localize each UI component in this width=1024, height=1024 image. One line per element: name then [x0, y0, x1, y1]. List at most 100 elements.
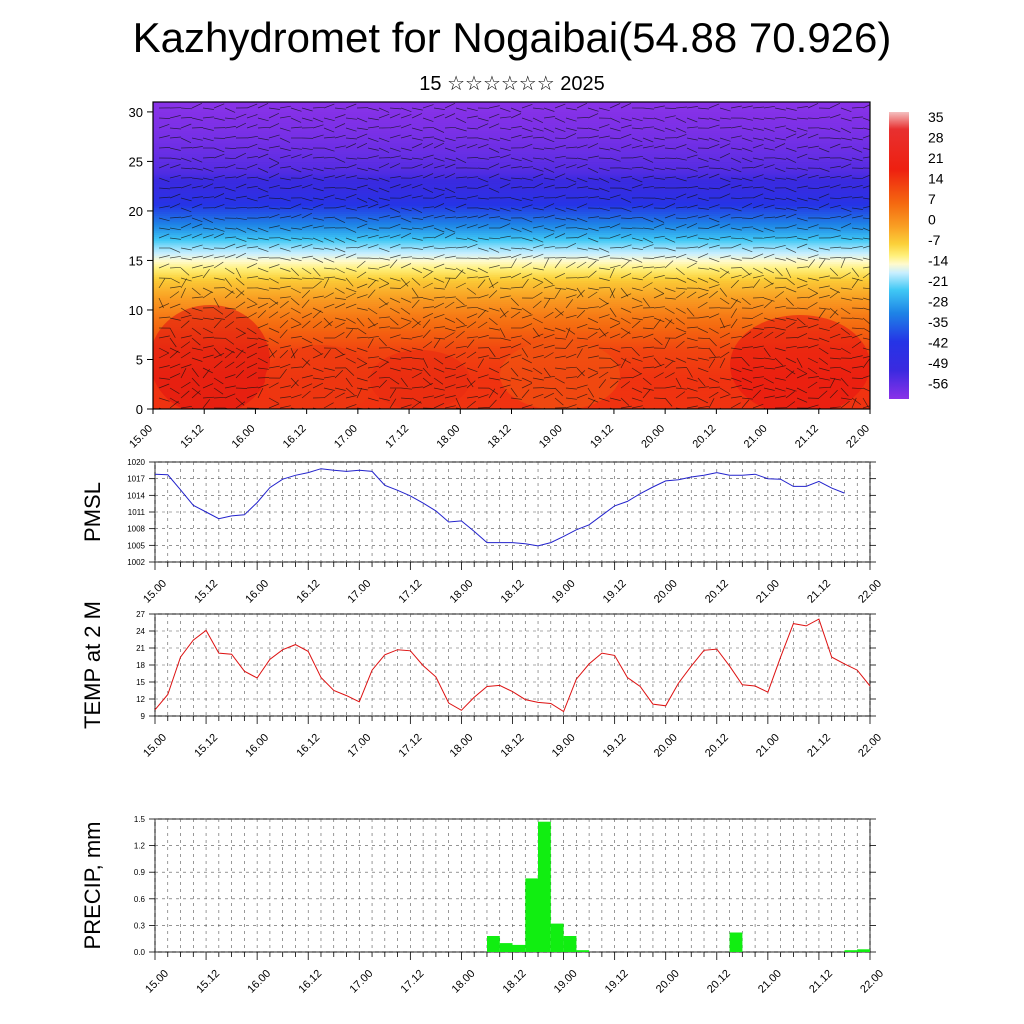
- wind-barb: [719, 143, 731, 149]
- wind-barb: [477, 355, 489, 359]
- y-tick-label: 1.5: [134, 815, 146, 824]
- wind-barb: [851, 341, 862, 349]
- wind-barb: [268, 337, 279, 344]
- wind-barb: [389, 134, 401, 139]
- wind-barb: [587, 196, 599, 199]
- wind-barb: [290, 407, 298, 409]
- wind-barb: [510, 297, 519, 307]
- wind-barb: [752, 279, 761, 289]
- wind-barb: [664, 372, 675, 379]
- wind-barb: [785, 236, 797, 239]
- wind-barb: [323, 147, 335, 152]
- wind-barb: [532, 107, 544, 110]
- wind-barb: [818, 295, 830, 299]
- y-axis-label: PMSL: [80, 482, 105, 542]
- x-tick-label: 21.12: [805, 578, 833, 606]
- wind-barb: [290, 277, 302, 280]
- wind-barb: [202, 247, 214, 251]
- x-tick-label: 15.00: [127, 423, 155, 451]
- wind-barb: [774, 365, 786, 369]
- temperature-band: [153, 138, 870, 141]
- wind-barb: [708, 377, 720, 383]
- wind-barb: [455, 325, 467, 329]
- wind-barb: [642, 366, 655, 369]
- wind-barb: [510, 307, 522, 311]
- wind-barb: [279, 320, 289, 329]
- warm-anomaly: [370, 350, 470, 409]
- wind-barb: [268, 243, 280, 249]
- colorbar-label: 28: [928, 130, 944, 146]
- wind-barb: [796, 346, 808, 349]
- wind-barb: [807, 207, 819, 211]
- wind-barb: [169, 216, 182, 219]
- wind-barb: [268, 311, 279, 319]
- wind-barb: [499, 154, 511, 159]
- wind-barb: [620, 287, 629, 297]
- x-tick-label: 19.00: [550, 578, 578, 606]
- wind-barb: [499, 164, 511, 169]
- wind-barb: [290, 307, 301, 314]
- wind-barb: [257, 194, 269, 199]
- wind-barb: [268, 347, 275, 358]
- wind-barb: [642, 389, 651, 399]
- wind-barb: [565, 287, 577, 291]
- wind-barb: [521, 117, 533, 122]
- wind-barb: [378, 277, 389, 284]
- wind-barb: [202, 167, 214, 173]
- wind-barb: [389, 113, 401, 119]
- wind-barb: [741, 331, 752, 339]
- wind-barb: [180, 257, 192, 261]
- wind-barb: [521, 357, 532, 364]
- wind-barb: [532, 282, 543, 289]
- temperature-band: [153, 290, 870, 293]
- wind-barb: [840, 297, 852, 301]
- wind-barb: [488, 187, 500, 193]
- wind-barb: [664, 167, 676, 171]
- wind-barb: [477, 247, 489, 252]
- wind-barb: [807, 224, 819, 229]
- wind-barb: [422, 282, 433, 289]
- wind-barb: [444, 232, 456, 239]
- wind-barb: [763, 177, 775, 182]
- wind-barb: [488, 163, 500, 169]
- wind-barb: [224, 157, 237, 160]
- wind-barb: [708, 284, 720, 289]
- wind-barb: [818, 347, 829, 355]
- wind-barb: [818, 257, 830, 260]
- temperature-band: [153, 105, 870, 109]
- wind-barb: [521, 255, 533, 259]
- colorbar-label: -28: [928, 294, 948, 310]
- x-tick-label: 20.12: [703, 578, 731, 606]
- x-tick-label: 17.12: [383, 423, 411, 451]
- wind-barb: [433, 127, 445, 133]
- wind-barb: [345, 143, 357, 149]
- wind-barb: [433, 187, 445, 192]
- wind-barb: [367, 307, 378, 315]
- wind-barb: [488, 317, 498, 326]
- wind-barb: [180, 215, 192, 219]
- temperature-band: [153, 259, 870, 262]
- temperature-band: [153, 144, 870, 147]
- wind-barb: [532, 244, 544, 249]
- wind-barb: [290, 336, 302, 339]
- wind-barb: [290, 203, 302, 209]
- wind-barb: [543, 127, 555, 133]
- wind-barb: [543, 177, 555, 181]
- wind-barb: [554, 217, 566, 221]
- temperature-band: [153, 320, 870, 324]
- wind-barb: [158, 217, 170, 222]
- wind-barb: [345, 327, 358, 330]
- wind-barb: [433, 277, 445, 283]
- series-line: [154, 618, 871, 713]
- wind-barb: [169, 291, 180, 299]
- temperature-band: [153, 153, 870, 157]
- temperature-band: [153, 339, 870, 343]
- wind-barb: [334, 174, 346, 179]
- wind-barb: [620, 187, 632, 192]
- wind-barb: [356, 363, 368, 369]
- wind-barb: [719, 107, 731, 112]
- wind-barb: [312, 257, 324, 263]
- wind-barb: [565, 387, 577, 390]
- wind-barb: [763, 317, 775, 322]
- temperature-band: [153, 232, 870, 235]
